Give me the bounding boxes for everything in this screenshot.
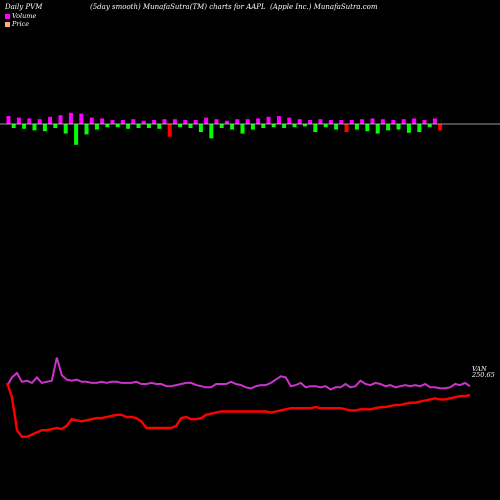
volume-line	[6, 357, 471, 391]
volume-bar	[380, 119, 385, 124]
volume-bar	[230, 124, 235, 130]
volume-bar	[266, 116, 271, 124]
volume-bar	[412, 118, 417, 124]
price-line	[5, 382, 471, 438]
volume-bar	[214, 119, 219, 124]
volume-bars	[6, 112, 443, 145]
volume-bar	[183, 120, 188, 124]
volume-bar	[32, 124, 37, 131]
volume-bar	[141, 120, 146, 124]
volume-bar	[365, 124, 370, 132]
volume-bar	[292, 124, 297, 128]
volume-bar	[287, 117, 292, 124]
volume-bar	[323, 124, 328, 128]
volume-bar	[401, 119, 406, 124]
legend-volume-label: Volume	[12, 12, 37, 20]
volume-bar	[349, 120, 354, 124]
volume-bar	[37, 119, 42, 124]
volume-bar	[432, 118, 437, 124]
volume-bar	[6, 116, 11, 124]
volume-bar	[146, 124, 151, 128]
volume-bar	[27, 118, 32, 124]
volume-bar	[386, 124, 391, 131]
volume-bar	[89, 117, 94, 124]
volume-bar	[297, 119, 302, 124]
volume-bar	[115, 124, 120, 128]
legend-price-label: Price	[12, 20, 30, 28]
volume-bar	[131, 119, 136, 124]
legend-price: Price	[5, 20, 29, 28]
volume-bar	[302, 124, 307, 127]
chart-header-left: Daily PVM	[5, 3, 43, 11]
chart-source: (Apple Inc.) MunafaSutra.com	[270, 3, 378, 11]
volume-bar	[282, 124, 287, 128]
volume-bar	[157, 124, 162, 129]
price-label-ticker: VAN	[472, 365, 487, 373]
volume-bar	[271, 124, 276, 128]
volume-bar	[370, 118, 375, 124]
volume-bar	[188, 124, 193, 128]
volume-bar	[22, 124, 27, 129]
volume-bar	[68, 112, 73, 124]
volume-bar	[318, 119, 323, 124]
volume-bar	[94, 124, 99, 130]
volume-bar	[162, 119, 167, 124]
volume-bar	[167, 124, 172, 137]
volume-bar	[360, 119, 365, 124]
volume-bar	[438, 124, 443, 131]
volume-bar	[276, 116, 281, 124]
volume-bar	[16, 117, 21, 124]
volume-bar	[375, 124, 380, 134]
volume-bar	[339, 120, 344, 124]
price-label-value: 250.65	[471, 371, 495, 379]
volume-bar	[417, 124, 422, 132]
volume-bar	[313, 124, 318, 132]
chart-title: (5day smooth) MunafaSutra(TM) charts for…	[90, 3, 266, 11]
volume-bar	[42, 124, 47, 132]
volume-bar	[74, 124, 79, 145]
volume-bar	[427, 124, 432, 128]
volume-bar	[79, 113, 84, 124]
volume-bar	[261, 124, 266, 128]
volume-bar	[120, 120, 125, 124]
legend-volume: Volume	[5, 12, 36, 20]
volume-bar	[219, 124, 224, 128]
volume-bar	[209, 124, 214, 139]
volume-bar	[172, 119, 177, 124]
volume-bar	[136, 124, 141, 128]
volume-bar	[344, 124, 349, 132]
volume-bar	[245, 119, 250, 124]
volume-bar	[63, 124, 68, 134]
volume-bar	[84, 124, 89, 135]
volume-bar	[53, 124, 58, 128]
volume-bar	[240, 124, 245, 134]
volume-bar	[256, 118, 261, 124]
volume-bar	[58, 115, 63, 124]
volume-bar	[100, 118, 105, 124]
volume-bar	[198, 124, 203, 132]
volume-bar	[334, 124, 339, 130]
volume-bar	[152, 120, 157, 124]
volume-bar	[105, 124, 110, 128]
volume-bar	[250, 124, 255, 130]
volume-bar	[422, 120, 427, 124]
volume-bar	[110, 120, 115, 124]
volume-bar	[126, 124, 131, 129]
volume-bar	[391, 120, 396, 124]
volume-bar	[235, 119, 240, 124]
volume-bar	[224, 120, 229, 124]
volume-bar	[204, 117, 209, 124]
volume-bar	[48, 116, 53, 124]
volume-bar	[11, 124, 16, 128]
volume-bar	[406, 124, 411, 133]
volume-bar	[328, 120, 333, 124]
volume-bar	[396, 124, 401, 130]
volume-bar	[193, 120, 198, 124]
volume-bar	[354, 124, 359, 130]
volume-bar	[178, 124, 183, 128]
legend-volume-swatch	[5, 13, 10, 19]
volume-bar	[308, 120, 313, 124]
legend-price-swatch	[5, 21, 10, 27]
